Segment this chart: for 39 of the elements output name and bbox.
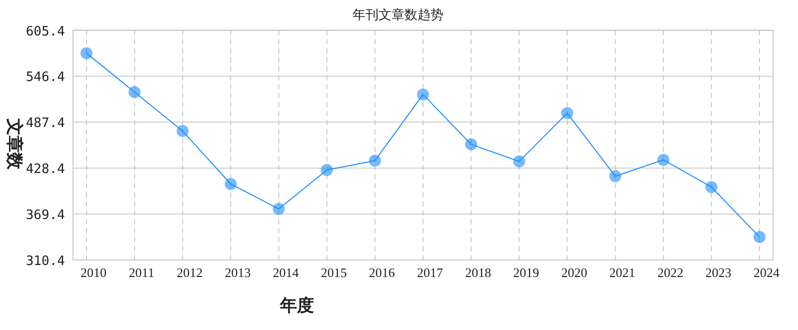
point	[657, 154, 670, 166]
point	[561, 107, 574, 120]
point	[609, 170, 622, 182]
point	[272, 202, 285, 215]
y-tick-label: 310.4	[26, 254, 66, 269]
x-tick-label: 2010	[80, 265, 106, 280]
x-tick-label: 2021	[609, 265, 636, 280]
x-axis-title: 年度	[279, 296, 314, 315]
x-tick-label: 2022	[657, 265, 684, 280]
point	[705, 181, 718, 194]
x-tick-label: 2014	[272, 265, 300, 280]
point	[320, 164, 333, 176]
y-tick-label: 487.4	[26, 116, 66, 132]
point	[513, 155, 526, 168]
x-tick-label: 2020	[561, 265, 588, 280]
x-tick-label: 2017	[417, 265, 444, 280]
y-tick-label: 605.4	[26, 24, 66, 40]
x-tick-label: 2015	[320, 265, 347, 280]
x-tick-label: 2013	[224, 265, 251, 280]
point	[80, 47, 92, 60]
point	[417, 88, 429, 100]
x-tick-label: 2011	[128, 265, 154, 280]
y-tick-label: 428.4	[26, 162, 66, 178]
x-tick-label: 2023	[705, 265, 732, 280]
y-axis-title: 文章数	[5, 118, 24, 170]
y-tick-label: 546.4	[26, 70, 66, 86]
point	[224, 178, 237, 190]
point	[368, 154, 381, 167]
x-tick-label: 2024	[754, 265, 780, 280]
point	[176, 125, 189, 138]
x-tick-label: 2016	[368, 265, 396, 280]
chart-title: 年刊文章数趋势	[352, 7, 444, 22]
y-tick-label: 369.4	[26, 208, 66, 224]
point	[128, 86, 141, 98]
x-tick-label: 2018	[465, 265, 492, 280]
x-tick-label: 2019	[513, 265, 540, 280]
point	[754, 230, 766, 243]
x-tick-label: 2012	[176, 265, 203, 280]
point	[465, 138, 478, 150]
